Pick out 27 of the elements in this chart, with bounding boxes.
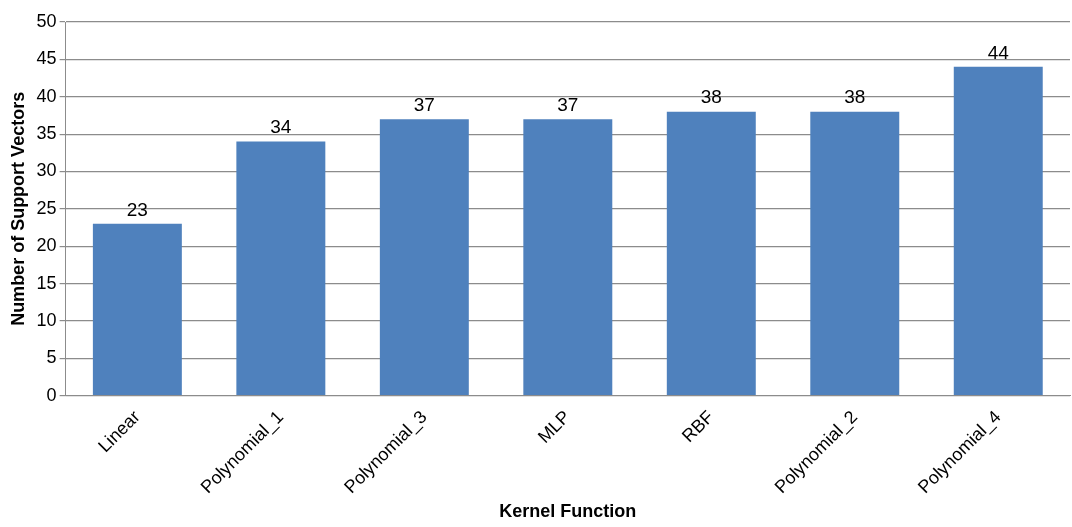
y-tick-label: 10 bbox=[36, 309, 57, 330]
bar bbox=[379, 119, 469, 396]
y-tick-label: 35 bbox=[36, 123, 57, 144]
bar bbox=[953, 66, 1043, 396]
y-tick-label: 30 bbox=[36, 160, 57, 181]
y-tick-label: 50 bbox=[36, 10, 57, 31]
data-label: 37 bbox=[413, 93, 435, 115]
bar bbox=[92, 223, 182, 396]
data-label: 44 bbox=[987, 41, 1010, 63]
x-axis-title: Kernel Function bbox=[499, 501, 637, 522]
y-axis-title: Number of Support Vectors bbox=[7, 91, 28, 326]
bar bbox=[810, 111, 900, 396]
bar bbox=[236, 141, 326, 396]
y-tick-label: 5 bbox=[46, 347, 57, 368]
data-label: 38 bbox=[844, 86, 866, 108]
y-tick-label: 45 bbox=[36, 48, 57, 69]
y-tick-label: 0 bbox=[46, 384, 57, 405]
bar bbox=[666, 111, 756, 396]
y-tick-label: 40 bbox=[36, 85, 57, 106]
data-label: 34 bbox=[270, 116, 292, 138]
data-label: 23 bbox=[126, 198, 148, 220]
bar bbox=[523, 119, 613, 396]
y-tick-label: 15 bbox=[36, 272, 57, 293]
y-tick-label: 25 bbox=[36, 197, 57, 218]
data-label: 37 bbox=[557, 93, 579, 115]
data-label: 38 bbox=[700, 86, 722, 108]
y-tick-label: 20 bbox=[36, 235, 57, 256]
